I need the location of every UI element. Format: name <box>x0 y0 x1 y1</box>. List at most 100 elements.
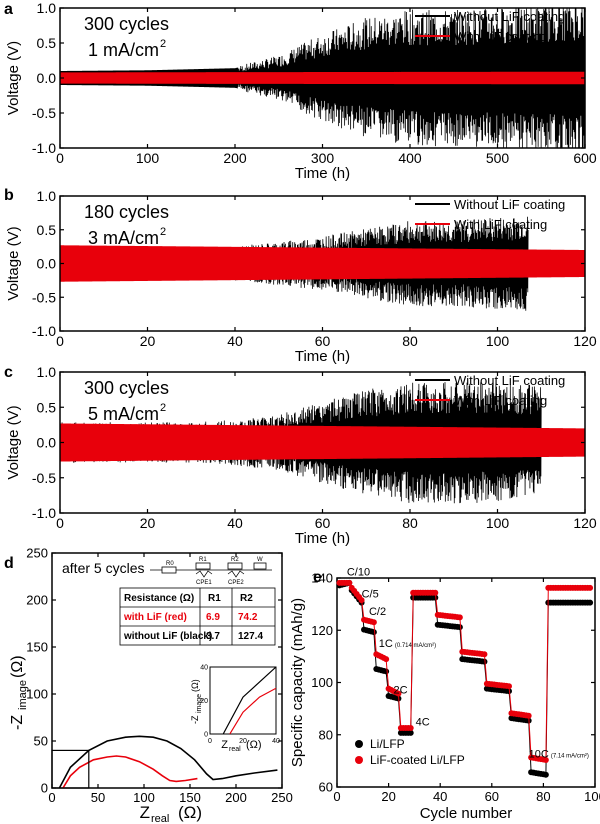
cycles-label: 180 cycles <box>84 202 169 222</box>
table-r2-value: 127.4 <box>238 631 263 642</box>
inset-plot-area <box>222 667 276 734</box>
x-tick-label: 300 <box>311 150 335 166</box>
y-tick-label: 0.5 <box>37 222 57 238</box>
data-point <box>395 690 402 697</box>
data-point <box>370 629 377 636</box>
inset-frame <box>209 666 277 735</box>
circuit-label-r2: R2 <box>231 557 239 563</box>
rate-label: C/5 <box>362 589 379 601</box>
data-point <box>456 624 463 631</box>
inset-x-label: Z <box>221 739 228 751</box>
y-tick-label: 0 <box>41 781 48 796</box>
legend-text: LiF-coated Li/LFP <box>370 753 465 767</box>
y-tick-label: -0.5 <box>32 289 56 305</box>
x-tick-label: 100 <box>133 790 155 805</box>
table-r1-value: 6.9 <box>206 612 220 623</box>
inset-y-tick-label: 20 <box>200 698 208 705</box>
panels-layer: a0 100 200 300 400 500 600-1.0-0.50.00.51.0Tim… <box>4 0 600 824</box>
equivalent-circuit: R0 R1 R2 W CPE1 CPE2 <box>150 557 272 586</box>
y-tick-label: 120 <box>311 623 333 638</box>
legend-marker <box>355 740 363 748</box>
data-point <box>542 756 549 763</box>
y-tick-label: 1.0 <box>37 364 57 380</box>
x-tick-label: 0 <box>56 515 64 531</box>
current-density-label: 1 mA/cm <box>88 40 159 60</box>
legend-marker <box>355 756 363 764</box>
y-tick-label: 0.0 <box>37 256 57 272</box>
x-tick-label: 200 <box>225 790 247 805</box>
y-axis-label: Voltage (V) <box>5 405 22 479</box>
legend-text: With LiF coating <box>454 393 547 408</box>
data-point <box>383 668 390 675</box>
y-tick-label: 0.0 <box>37 435 57 451</box>
x-axis-label: Cycle number <box>420 805 513 822</box>
axes-frame <box>51 552 283 789</box>
x-tick-label: 100 <box>584 789 600 804</box>
y-axis-label-group: -Z image (Ω) <box>9 655 29 730</box>
x-axis-label: Time (h) <box>295 530 350 547</box>
x-tick-label: 500 <box>486 150 510 166</box>
data-point <box>346 579 353 586</box>
x-tick-label: 40 <box>227 333 243 349</box>
x-tick-label: 80 <box>402 333 418 349</box>
inset-x-label-unit: (Ω) <box>246 739 262 751</box>
table-header: R2 <box>240 593 253 604</box>
x-tick-label: 20 <box>140 515 156 531</box>
series-line <box>60 245 585 282</box>
data-point <box>432 594 439 601</box>
inset-y-tick-label: 0 <box>204 732 208 739</box>
current-density-label: 5 mA/cm <box>88 404 159 424</box>
inset-curve <box>229 687 276 734</box>
nyquist-curve <box>62 755 198 789</box>
data-point <box>587 599 594 606</box>
y-tick-label: 0.0 <box>37 70 57 86</box>
y-tick-label: -1.0 <box>32 140 56 156</box>
rate-current-label: (7.14 mA/cm²) <box>551 753 589 759</box>
data-point <box>456 614 463 621</box>
panel-a: a 0 100 200 300 400 500 600 -1.0 -0.5 0.0 0.5 1.0 Tim… <box>4 0 597 182</box>
y-axis-label-unit: (Ω) <box>9 655 26 678</box>
y-tick-label: -1.0 <box>32 505 56 521</box>
x-tick-label: 150 <box>179 790 201 805</box>
y-tick-label: 50 <box>34 734 48 749</box>
cycles-label: 300 cycles <box>84 378 169 398</box>
legend-text: With LiF coating <box>454 29 547 44</box>
x-axis-label-sub: real <box>151 813 169 824</box>
panel-e: e 0 20 40 60 80 100 60 80 100 120 140 C/10 C/5 C/2 1C(0… <box>289 567 600 822</box>
data-point <box>506 683 512 690</box>
plot-area <box>60 381 585 504</box>
y-tick-label: 140 <box>311 571 333 586</box>
y-tick-label: 100 <box>311 675 333 690</box>
table-header: Resistance (Ω) <box>124 593 194 604</box>
legend-text: Without LiF coating <box>454 197 565 212</box>
x-tick-label: 100 <box>486 333 510 349</box>
inset-x-tick-label: 0 <box>208 738 212 745</box>
rate-label: 10C <box>529 748 549 760</box>
x-tick-label: 120 <box>573 515 597 531</box>
y-tick-label: 1.0 <box>37 0 57 16</box>
x-tick-label: 600 <box>573 150 597 166</box>
y-tick-label: 200 <box>26 593 48 608</box>
data-point <box>407 729 414 736</box>
y-tick-label: 80 <box>319 727 333 742</box>
circuit-label-cpe1: CPE1 <box>196 580 212 586</box>
superscript-label: 2 <box>160 38 166 50</box>
y-axis-label: -Z <box>9 715 26 730</box>
rate-label: C/2 <box>369 606 386 618</box>
data-point <box>432 589 439 596</box>
resistor-r2 <box>227 562 243 570</box>
resistor-r0 <box>161 566 177 574</box>
x-tick-label: 50 <box>91 790 105 805</box>
legend-text: Li/LFP <box>370 737 405 751</box>
x-tick-label: 250 <box>271 790 293 805</box>
x-tick-label: 80 <box>402 515 418 531</box>
panel-letter: e <box>313 569 322 586</box>
x-tick-label: 60 <box>485 789 499 804</box>
legend-text: With LiF coating <box>454 217 547 232</box>
table-row-label: with LiF (red) <box>123 612 187 623</box>
y-axis-label: Voltage (V) <box>5 226 22 300</box>
rate-label: 2C <box>394 685 408 697</box>
x-tick-label: 400 <box>398 150 422 166</box>
nyquist-curve <box>58 735 278 789</box>
